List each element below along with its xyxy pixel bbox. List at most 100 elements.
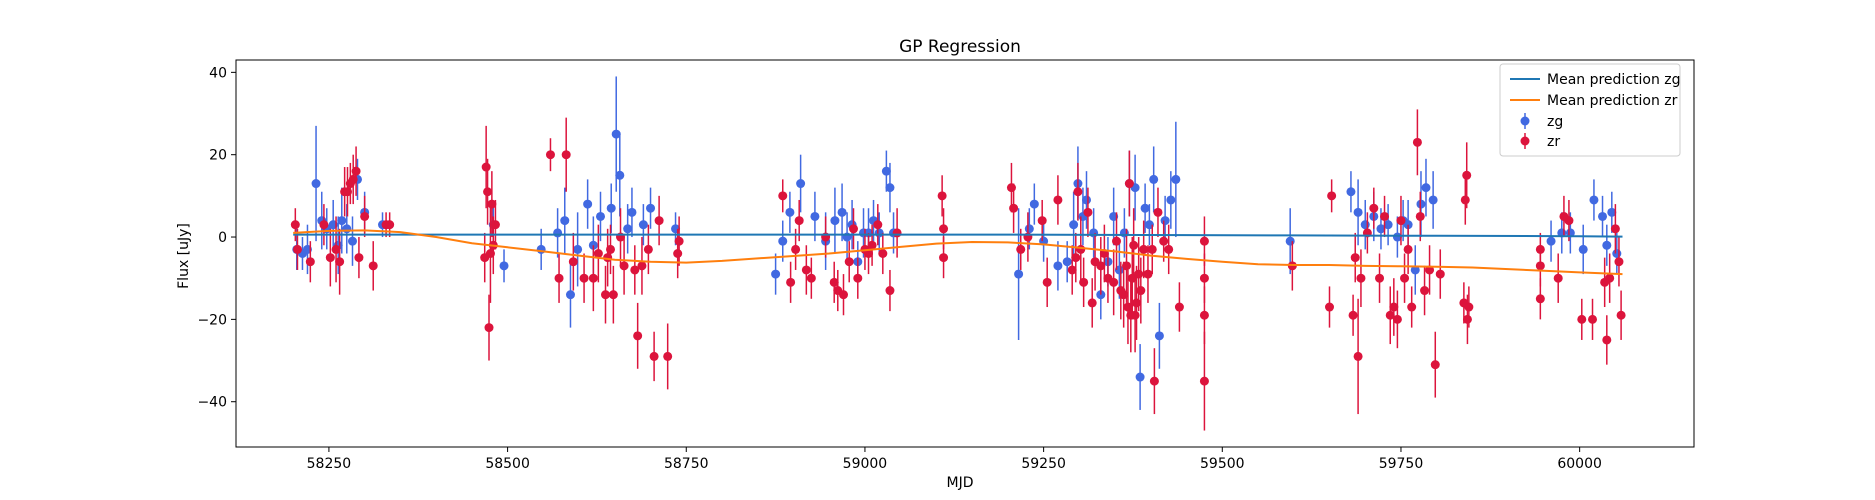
point-zr-58 bbox=[849, 224, 859, 234]
point-zg-96 bbox=[1602, 240, 1612, 250]
y-tick-label-2: 0 bbox=[218, 230, 227, 246]
point-zr-127 bbox=[1392, 314, 1402, 324]
point-zg-26 bbox=[615, 170, 625, 180]
point-zr-113 bbox=[1199, 273, 1209, 283]
point-zr-118 bbox=[1350, 253, 1360, 263]
point-zr-54 bbox=[829, 277, 839, 287]
point-zr-68 bbox=[939, 253, 949, 263]
point-zr-32 bbox=[601, 290, 611, 300]
point-zr-134 bbox=[1420, 286, 1430, 296]
legend: Mean prediction zg Mean prediction zr zg… bbox=[1499, 63, 1681, 157]
point-zr-124 bbox=[1380, 211, 1390, 221]
point-zr-152 bbox=[1602, 335, 1612, 345]
point-zr-139 bbox=[1460, 195, 1470, 205]
point-zr-74 bbox=[1037, 216, 1047, 226]
point-zr-94 bbox=[1124, 179, 1134, 189]
point-zr-56 bbox=[839, 290, 848, 300]
point-zr-70 bbox=[1006, 183, 1016, 193]
point-zr-106 bbox=[1153, 207, 1163, 217]
point-zr-6 bbox=[335, 257, 345, 267]
point-zr-4 bbox=[325, 253, 335, 263]
point-zg-92 bbox=[1565, 228, 1575, 238]
point-zg-75 bbox=[1171, 174, 1181, 184]
point-zr-64 bbox=[878, 249, 888, 258]
point-zr-125 bbox=[1385, 310, 1395, 320]
point-zg-9 bbox=[342, 224, 352, 234]
point-zr-131 bbox=[1407, 302, 1417, 312]
point-zg-19 bbox=[565, 290, 575, 300]
point-zr-69 bbox=[939, 224, 949, 234]
point-zr-42 bbox=[649, 351, 659, 361]
point-zr-80 bbox=[1076, 244, 1086, 254]
point-zg-97 bbox=[1607, 207, 1617, 217]
point-zg-74 bbox=[1166, 195, 1176, 205]
point-zg-28 bbox=[627, 207, 637, 217]
point-zg-68 bbox=[1135, 372, 1145, 382]
point-zg-94 bbox=[1589, 195, 1599, 205]
point-zr-107 bbox=[1159, 236, 1169, 246]
point-zr-29 bbox=[579, 273, 589, 283]
point-zr-154 bbox=[1610, 224, 1620, 234]
point-zr-59 bbox=[853, 273, 863, 283]
x-tick-label-4: 59250 bbox=[1021, 456, 1066, 472]
point-zr-47 bbox=[778, 191, 788, 201]
point-zg-59 bbox=[1082, 195, 1091, 205]
point-zr-130 bbox=[1403, 244, 1413, 254]
point-zg-55 bbox=[1062, 257, 1072, 267]
point-zr-119 bbox=[1353, 351, 1363, 361]
point-zr-75 bbox=[1042, 277, 1052, 287]
point-zr-141 bbox=[1462, 314, 1472, 324]
point-zr-103 bbox=[1143, 269, 1153, 279]
point-zr-19 bbox=[483, 187, 493, 197]
point-zg-95 bbox=[1598, 211, 1608, 221]
point-zr-57 bbox=[844, 257, 854, 267]
point-zr-110 bbox=[1199, 236, 1209, 246]
point-zr-78 bbox=[1071, 253, 1081, 263]
point-zr-51 bbox=[801, 265, 811, 275]
point-zr-140 bbox=[1462, 170, 1472, 180]
point-zg-35 bbox=[796, 179, 806, 189]
y-tick-label-4: 40 bbox=[209, 65, 227, 81]
point-zr-117 bbox=[1348, 310, 1358, 320]
point-zg-82 bbox=[1383, 220, 1393, 230]
point-zr-26 bbox=[554, 273, 564, 283]
point-zr-14 bbox=[368, 261, 378, 271]
point-zr-79 bbox=[1073, 187, 1083, 197]
point-zr-112 bbox=[1199, 376, 1209, 386]
point-zr-146 bbox=[1553, 273, 1563, 283]
point-zr-62 bbox=[867, 240, 877, 250]
x-tick-label-3: 59000 bbox=[843, 456, 888, 472]
point-zr-16 bbox=[385, 220, 395, 230]
point-zr-123 bbox=[1375, 273, 1385, 283]
point-zr-104 bbox=[1147, 244, 1157, 254]
point-zr-25 bbox=[545, 150, 555, 160]
point-zg-60 bbox=[1089, 228, 1099, 238]
chart-title: GP Regression bbox=[899, 37, 1021, 57]
point-zr-102 bbox=[1139, 244, 1149, 254]
point-zr-38 bbox=[630, 265, 640, 275]
point-zr-81 bbox=[1079, 277, 1089, 287]
y-tick-label-0: −40 bbox=[197, 395, 227, 411]
legend-label-zg: zg bbox=[1547, 114, 1563, 130]
point-zr-122 bbox=[1369, 203, 1379, 213]
point-zg-50 bbox=[1014, 269, 1024, 279]
point-zr-5 bbox=[331, 244, 341, 254]
point-zg-54 bbox=[1053, 261, 1063, 271]
point-zr-52 bbox=[806, 273, 816, 283]
point-zg-39 bbox=[837, 207, 847, 217]
point-zr-85 bbox=[1096, 261, 1106, 271]
legend-marker-zg bbox=[1520, 116, 1530, 126]
point-zg-51 bbox=[1024, 224, 1034, 234]
point-zr-48 bbox=[786, 277, 796, 287]
point-zr-77 bbox=[1067, 265, 1077, 275]
point-zg-25 bbox=[611, 129, 621, 139]
legend-label-mean-zr: Mean prediction zr bbox=[1547, 93, 1678, 109]
point-zg-90 bbox=[1546, 236, 1556, 246]
point-zr-116 bbox=[1327, 191, 1337, 201]
point-zr-98 bbox=[1130, 310, 1140, 320]
point-zr-45 bbox=[673, 249, 683, 258]
point-zr-148 bbox=[1564, 216, 1574, 226]
point-zg-56 bbox=[1069, 220, 1079, 230]
point-zg-72 bbox=[1154, 331, 1164, 341]
point-zg-71 bbox=[1149, 174, 1159, 184]
